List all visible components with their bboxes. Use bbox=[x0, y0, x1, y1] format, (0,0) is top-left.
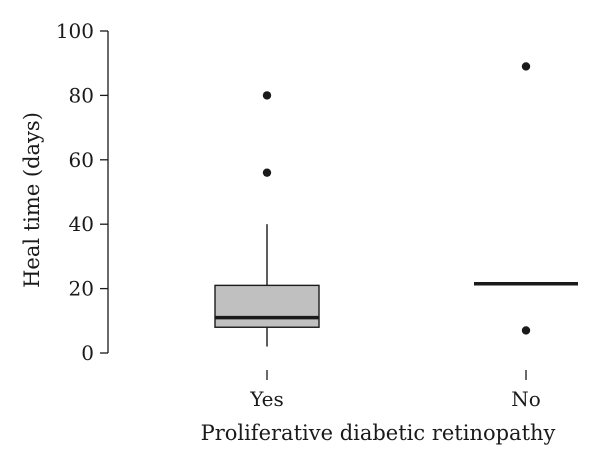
outlier-point bbox=[521, 62, 531, 71]
x-axis: Yes No bbox=[249, 370, 541, 411]
x-axis-title: Proliferative diabetic retinopathy bbox=[201, 421, 556, 445]
y-tick-label: 60 bbox=[69, 148, 94, 172]
y-axis: 0 20 40 60 80 100 bbox=[56, 19, 109, 365]
y-axis-title: Heal time (days) bbox=[20, 112, 44, 288]
y-tick-label: 100 bbox=[56, 19, 94, 43]
outlier-point bbox=[262, 168, 272, 177]
plot-area bbox=[214, 62, 578, 347]
outlier-point bbox=[262, 91, 272, 100]
box-no bbox=[474, 62, 578, 335]
box-yes bbox=[214, 91, 320, 347]
y-tick-label: 40 bbox=[69, 212, 94, 236]
y-tick-label: 20 bbox=[69, 277, 94, 301]
x-tick-label: No bbox=[511, 387, 541, 411]
x-tick-label: Yes bbox=[249, 387, 284, 411]
iqr-box bbox=[214, 284, 320, 328]
outlier-point bbox=[521, 326, 531, 335]
y-tick-label: 80 bbox=[69, 83, 94, 107]
y-tick-label: 0 bbox=[81, 341, 94, 365]
